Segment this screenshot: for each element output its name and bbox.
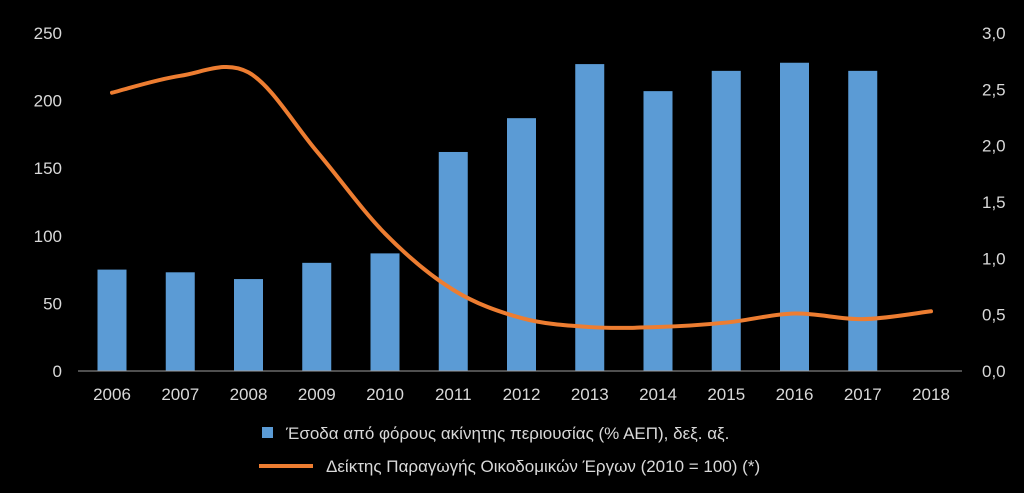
right-tick-label: 1,5 bbox=[982, 193, 1006, 212]
left-tick-label: 100 bbox=[34, 227, 62, 246]
left-tick-label: 200 bbox=[34, 92, 62, 111]
legend-bar-label: Έσοδα από φόρους ακίνητης περιουσίας (% … bbox=[285, 424, 729, 443]
x-tick-label: 2010 bbox=[366, 385, 404, 404]
bar bbox=[302, 262, 332, 371]
bar bbox=[643, 91, 673, 372]
bar bbox=[507, 118, 536, 372]
right-tick-label: 2,0 bbox=[982, 137, 1006, 156]
bar bbox=[848, 70, 878, 371]
right-tick-label: 0,0 bbox=[982, 362, 1006, 381]
x-tick-label: 2011 bbox=[435, 385, 472, 404]
x-tick-label: 2007 bbox=[161, 385, 199, 404]
bar bbox=[575, 64, 605, 371]
legend-bar-swatch bbox=[262, 427, 273, 438]
left-tick-label: 50 bbox=[43, 294, 62, 313]
bar bbox=[234, 279, 263, 371]
x-tick-label: 2006 bbox=[93, 385, 131, 404]
legend: Έσοδα από φόρους ακίνητης περιουσίας (% … bbox=[259, 424, 760, 476]
bar bbox=[711, 70, 741, 371]
x-tick-label: 2014 bbox=[639, 385, 677, 404]
bar-series bbox=[97, 62, 878, 372]
right-tick-label: 0,5 bbox=[982, 306, 1006, 325]
left-tick-label: 250 bbox=[34, 24, 62, 43]
legend-line-label: Δείκτης Παραγωγής Οικοδομικών Έργων (201… bbox=[326, 457, 760, 476]
right-axis: 0,0 0,5 1,0 1,5 2,0 2,5 3,0 bbox=[982, 24, 1006, 381]
x-tick-label: 2018 bbox=[912, 385, 950, 404]
bar bbox=[165, 272, 195, 371]
x-axis: 2006 2007 2008 2009 2010 2011 2012 2013 2014 2015… bbox=[93, 385, 950, 404]
x-tick-label: 2017 bbox=[844, 385, 882, 404]
left-axis: 0 50 100 150 200 250 bbox=[34, 24, 62, 381]
bar bbox=[97, 269, 127, 371]
index-line-series bbox=[110, 64, 933, 330]
x-tick-label: 2016 bbox=[776, 385, 814, 404]
x-tick-label: 2013 bbox=[571, 385, 609, 404]
x-tick-label: 2012 bbox=[503, 385, 541, 404]
x-tick-label: 2015 bbox=[707, 385, 745, 404]
left-tick-label: 150 bbox=[34, 159, 62, 178]
left-tick-label: 0 bbox=[53, 362, 62, 381]
x-tick-label: 2009 bbox=[298, 385, 336, 404]
right-tick-label: 1,0 bbox=[982, 249, 1006, 268]
right-tick-label: 2,5 bbox=[982, 80, 1006, 99]
bar bbox=[370, 253, 400, 371]
bar bbox=[780, 62, 809, 372]
right-tick-label: 3,0 bbox=[982, 24, 1006, 43]
x-tick-label: 2008 bbox=[230, 385, 268, 404]
bar bbox=[438, 151, 468, 371]
